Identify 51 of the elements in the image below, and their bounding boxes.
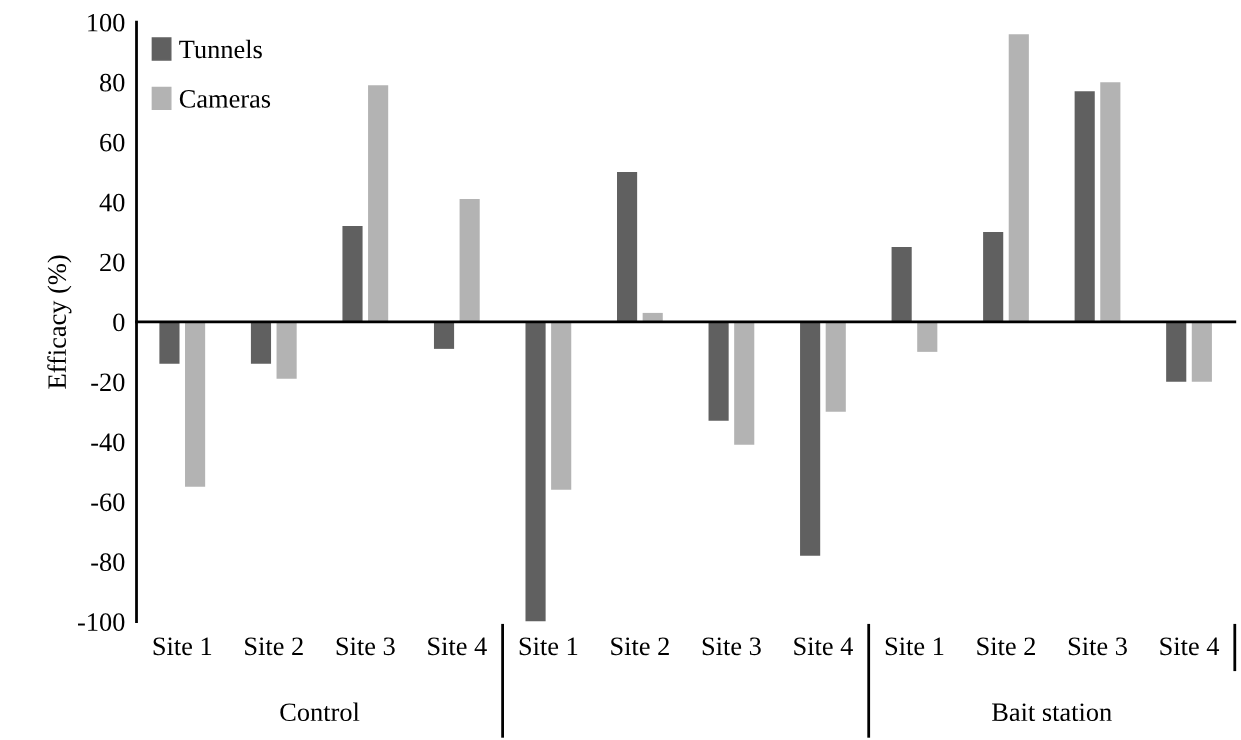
text: Control [280, 702, 360, 722]
y-tick-label: 100 [88, 13, 125, 32]
bar [983, 231, 1004, 322]
bar [459, 199, 480, 322]
y-tick-label: -100 [78, 613, 125, 632]
bar [1100, 82, 1121, 322]
y-axis-title: Efficacy (%) [47, 255, 72, 389]
y-tick-label: 80 [100, 73, 125, 92]
y-tick-label: 40 [99, 193, 125, 212]
x-tick-label: Site 4 [428, 637, 487, 656]
legend-label: Cameras [179, 90, 271, 108]
y-tick-label: 20 [100, 253, 125, 272]
text: Bait station [992, 703, 1112, 722]
bar [1074, 91, 1095, 322]
x-tick-label: Site 1 [885, 637, 944, 656]
bar [433, 321, 455, 349]
x-tick-label: Site 2 [611, 637, 669, 656]
bar [617, 172, 638, 322]
bar [917, 321, 938, 352]
bar [368, 85, 389, 322]
bar [276, 321, 297, 379]
bar [250, 321, 272, 364]
bar [551, 321, 572, 490]
x-tick-label: Site 3 [1068, 637, 1127, 656]
y-tick-label: 60 [100, 133, 125, 152]
x-tick-label: Site 3 [336, 637, 395, 656]
bar [1166, 321, 1187, 382]
bar [708, 321, 729, 421]
bar [891, 246, 912, 322]
y-tick-label: -60 [91, 493, 125, 512]
x-tick-label: Site 1 [153, 637, 212, 656]
y-tick-label: -20 [91, 373, 125, 392]
bar [1008, 34, 1029, 322]
bar [1191, 321, 1212, 382]
bar [525, 321, 546, 622]
bar [342, 226, 363, 322]
x-tick-label: Site 4 [794, 637, 853, 656]
x-tick-label: Site 2 [977, 637, 1035, 656]
bar [185, 321, 206, 487]
y-tick-label: -80 [91, 553, 125, 572]
x-tick-label: Site 3 [702, 637, 761, 656]
bar [734, 321, 755, 445]
bar [159, 321, 180, 364]
bar [800, 321, 821, 556]
x-tick-label: Site 4 [1160, 637, 1220, 656]
x-tick-label: Site 1 [519, 637, 578, 656]
y-tick-label: -40 [91, 433, 125, 452]
bar [825, 321, 846, 412]
x-tick-label: Site 2 [245, 637, 303, 656]
legend-label: Tunnels [179, 39, 262, 59]
y-tick-label: 0 [113, 313, 125, 332]
